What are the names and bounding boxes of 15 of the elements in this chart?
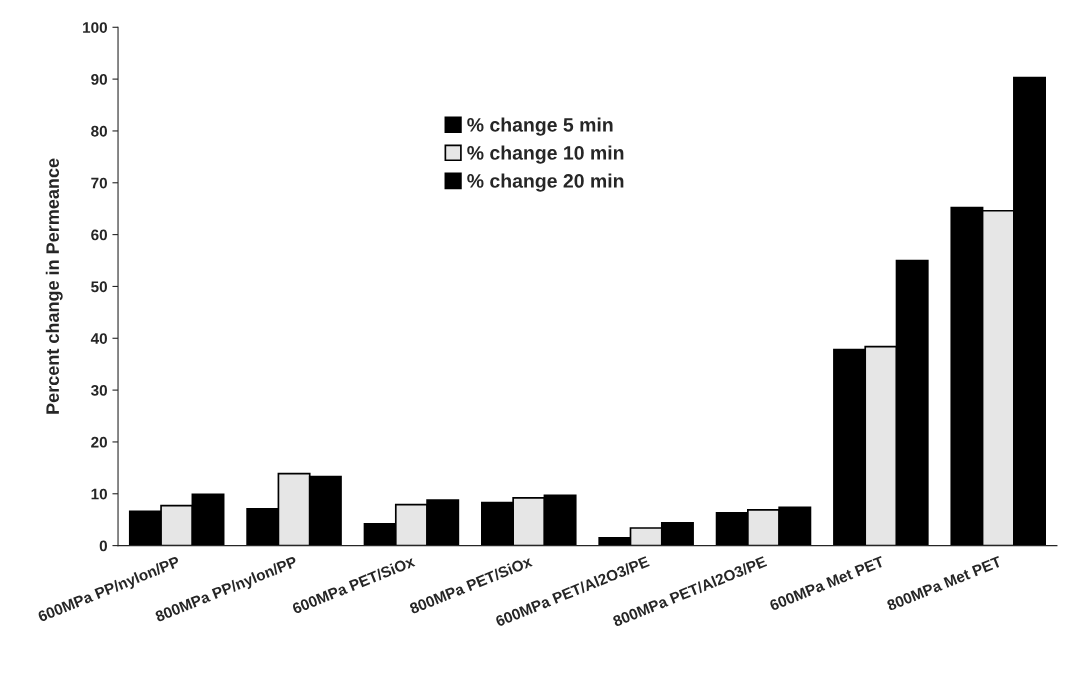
- legend-label: % change 10 min: [467, 145, 624, 164]
- y-tick-label: 50: [91, 281, 107, 293]
- y-tick-label: 10: [91, 488, 107, 500]
- y-tick-label: 80: [91, 125, 107, 137]
- legend-label: % change 5 min: [467, 117, 613, 136]
- y-tick-label: 0: [99, 540, 107, 552]
- legend-label: % change 20 min: [467, 173, 624, 192]
- y-tick-label: 100: [83, 22, 107, 33]
- y-axis-title: Percent change in Permeance: [45, 158, 63, 414]
- y-tick-label: 30: [90, 384, 107, 396]
- y-tick-label: 40: [90, 333, 107, 344]
- y-tick-label: 20: [91, 436, 107, 448]
- y-tick-label: 60: [91, 229, 107, 241]
- y-tick-label: 70: [91, 177, 107, 189]
- y-tick-label: 90: [91, 73, 107, 85]
